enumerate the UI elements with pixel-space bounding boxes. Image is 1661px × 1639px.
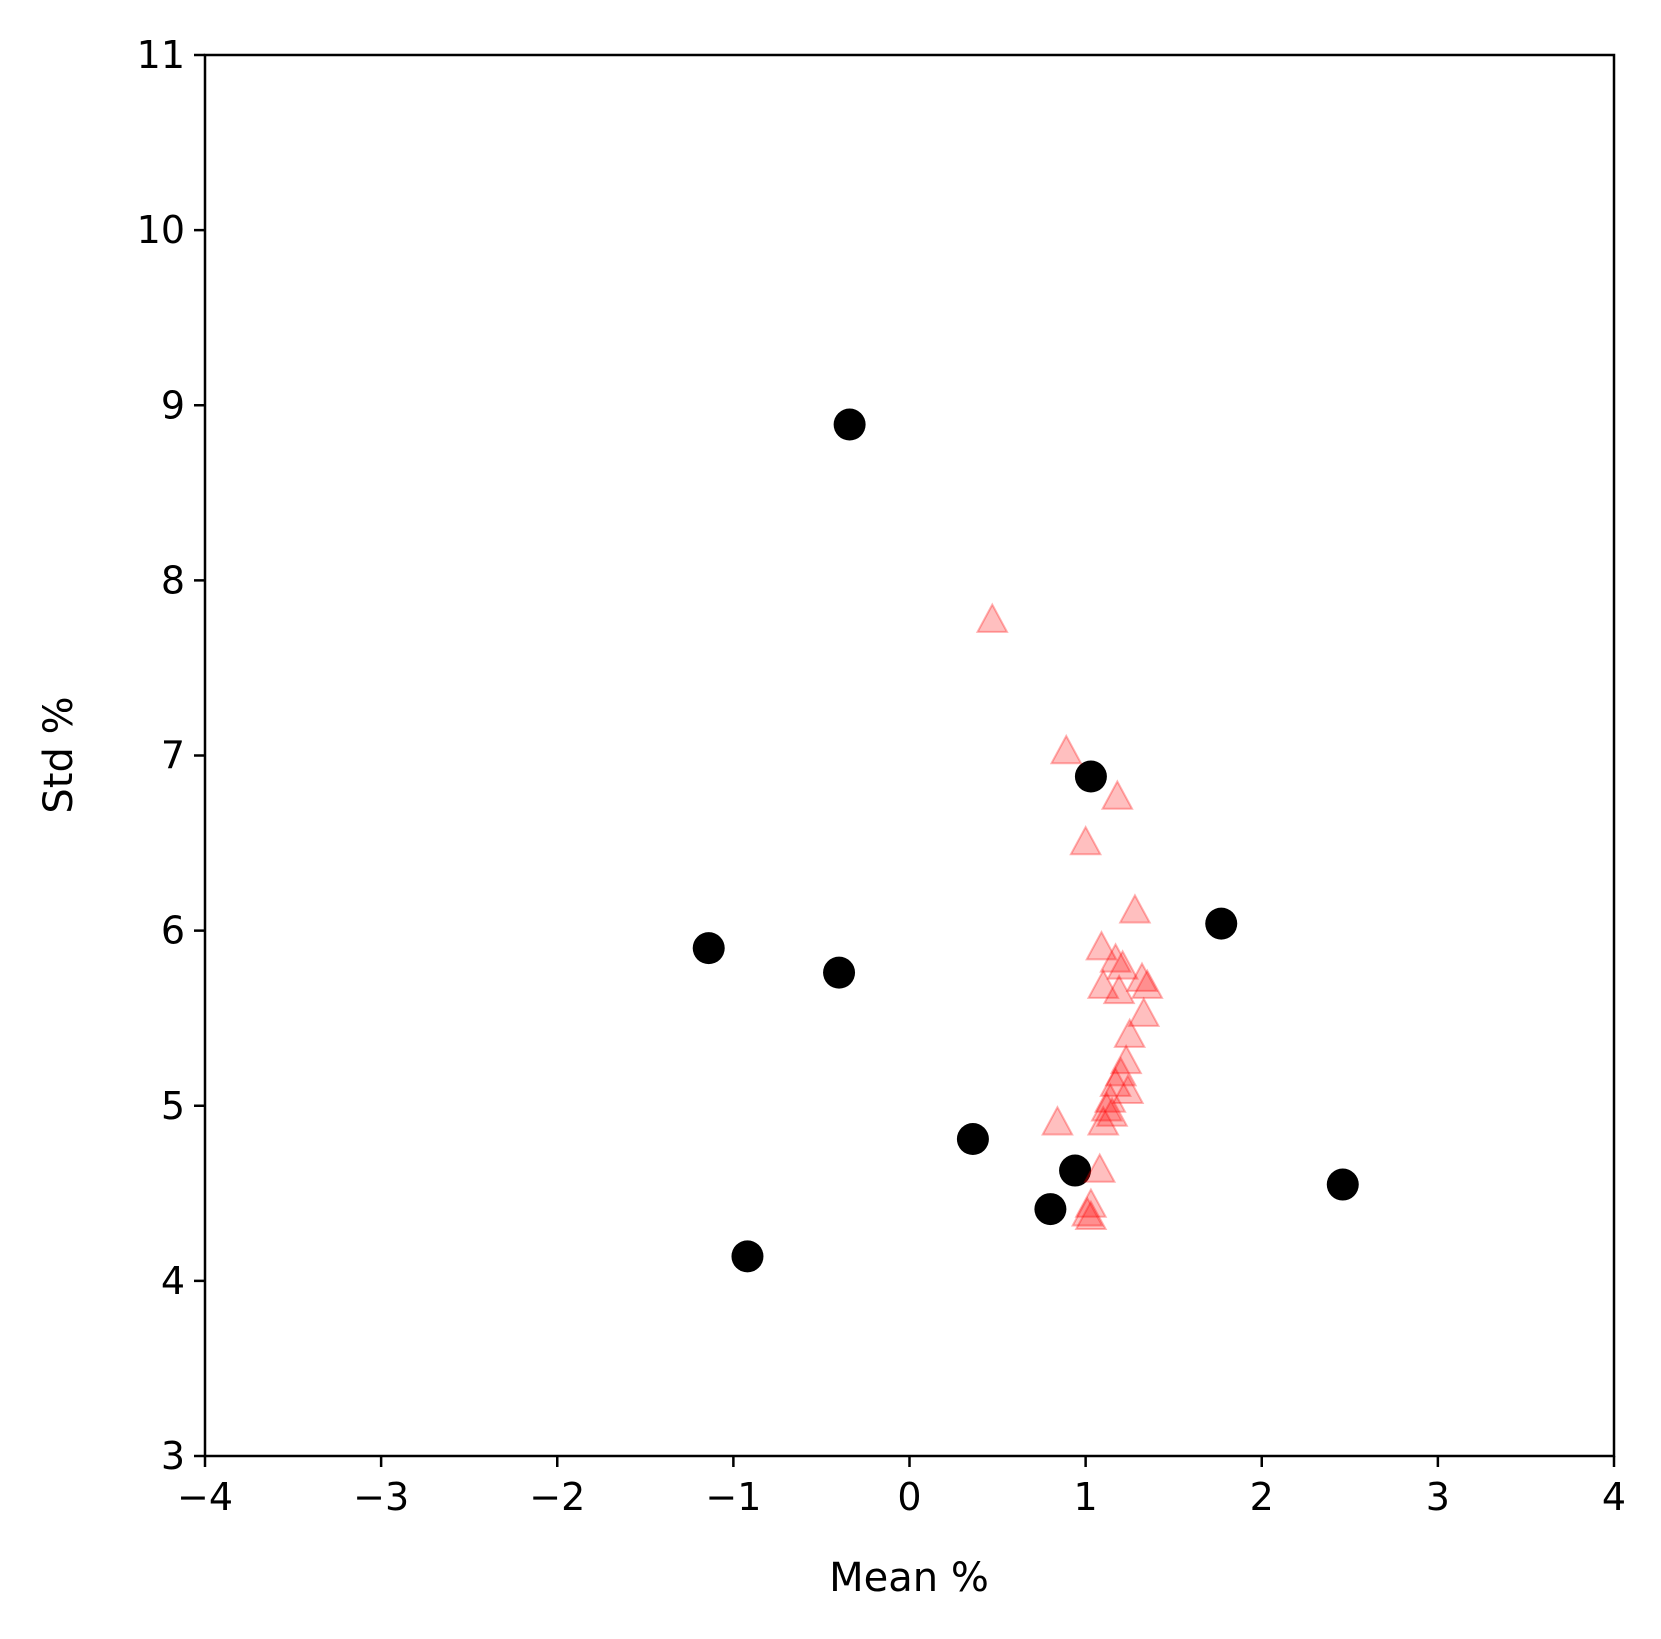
data-point (1118, 893, 1152, 924)
x-tick-label: 4 (1602, 1475, 1626, 1519)
x-tick-label: 3 (1426, 1475, 1450, 1519)
data-point (1093, 1082, 1127, 1113)
data-point (1102, 973, 1136, 1005)
data-point (1049, 733, 1083, 765)
data-point (1085, 930, 1118, 961)
y-tick-label: 6 (161, 909, 185, 953)
plot-frame (203, 53, 1616, 1458)
y-tick-label: 3 (161, 1434, 185, 1478)
data-point (1034, 1193, 1067, 1226)
x-axis-label: Mean % (829, 1555, 989, 1601)
x-tick-label: 0 (897, 1475, 921, 1519)
data-point (1069, 824, 1103, 856)
data-point (1109, 1043, 1143, 1075)
data-point (833, 408, 866, 441)
data-point (975, 602, 1009, 633)
data-point (1125, 961, 1159, 992)
x-tick-label: 1 (1074, 1475, 1098, 1519)
data-point (1326, 1168, 1359, 1201)
data-point (1074, 760, 1107, 793)
data-point (1070, 1196, 1104, 1227)
data-point (1099, 1066, 1132, 1097)
x-tick-label: −2 (529, 1475, 585, 1519)
y-tick-label: 10 (137, 208, 185, 252)
y-tick-label: 11 (137, 33, 185, 77)
x-tick-label: −4 (177, 1475, 233, 1519)
data-point (1100, 779, 1134, 810)
data-point (731, 1240, 764, 1273)
data-point (956, 1123, 989, 1156)
data-point (1099, 942, 1132, 973)
data-point (1086, 968, 1120, 999)
data-point (1111, 1073, 1145, 1104)
data-point (1083, 1152, 1117, 1183)
data-point (1130, 968, 1164, 999)
y-tick-label: 9 (161, 383, 185, 427)
data-point (1113, 1017, 1147, 1048)
data-points (692, 408, 1359, 1273)
y-tick-label: 4 (161, 1259, 185, 1303)
data-point (1059, 1154, 1092, 1187)
data-point (1074, 1199, 1108, 1231)
data-point (1127, 996, 1161, 1027)
data-point (1090, 1091, 1124, 1122)
x-tick-label: −3 (353, 1475, 409, 1519)
data-point (1041, 1105, 1074, 1136)
y-tick-label: 8 (161, 558, 185, 602)
series-triangle (975, 602, 1164, 1231)
y-axis-label: Std % (36, 696, 82, 813)
data-point (1205, 907, 1238, 940)
data-point (1104, 1056, 1138, 1087)
series-circle (692, 408, 1359, 1273)
data-point (1074, 1187, 1108, 1218)
data-point (1095, 1096, 1129, 1127)
data-point (823, 956, 856, 989)
x-tick-label: 2 (1250, 1475, 1274, 1519)
data-point (692, 932, 725, 965)
x-tick-label: −1 (705, 1475, 761, 1519)
data-point (1106, 949, 1140, 980)
y-tick-label: 7 (161, 734, 185, 778)
data-point (1086, 1105, 1120, 1136)
axis-ticks: −4 −3 −2 −1 0 1 2 3 4 3 4 5 6 7 8 9 10 11 (137, 33, 1626, 1519)
y-tick-label: 5 (161, 1084, 185, 1128)
